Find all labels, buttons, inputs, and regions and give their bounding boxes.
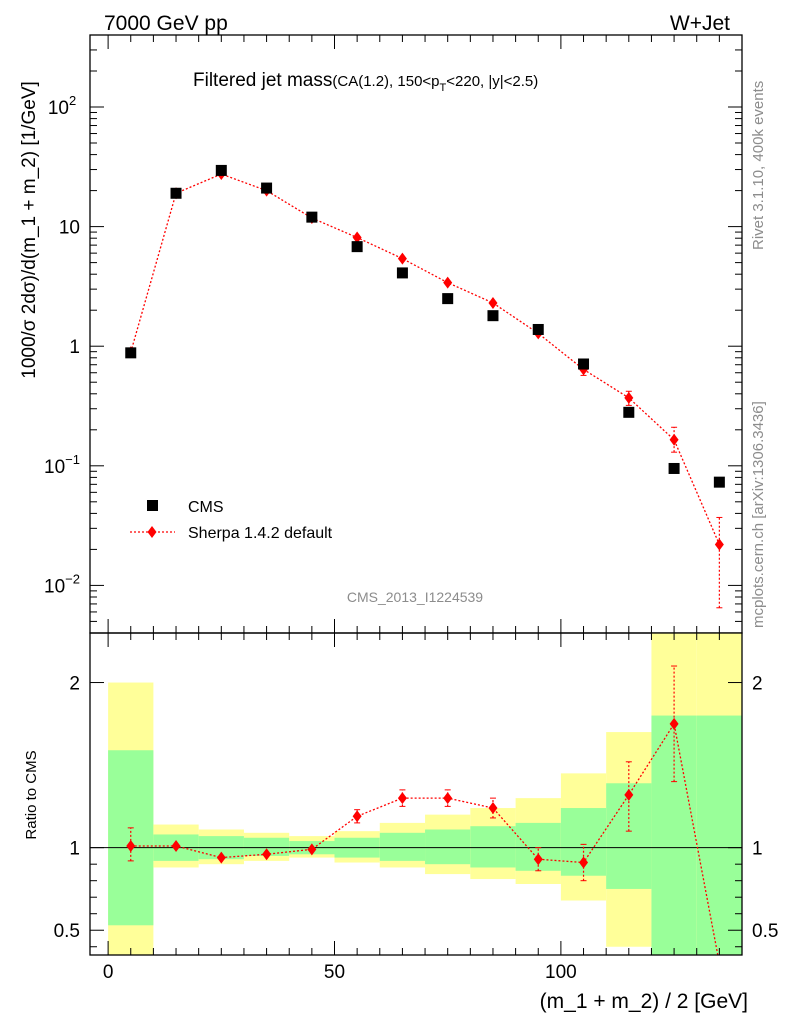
ratio-point <box>171 840 181 853</box>
main-panel: Filtered jet mass(CA(1.2), 150<pT<220, |… <box>19 34 743 634</box>
main-y-tick-label: 10 <box>59 218 80 239</box>
main-frame <box>89 34 743 634</box>
sherpa-point <box>624 391 634 404</box>
main-title: Filtered jet mass(CA(1.2), 150<pT<220, |… <box>193 70 538 94</box>
mcplots-label: mcplots.cern.ch [arXiv:1306.3436] <box>750 401 767 628</box>
ratio-point <box>624 788 634 801</box>
ratio-y-tick-label: 2 <box>69 674 80 695</box>
ratio-bands <box>108 633 742 955</box>
ratio-frame <box>89 632 743 956</box>
cms-point <box>261 182 273 194</box>
cms-point <box>532 323 544 335</box>
ratio-point <box>262 848 272 861</box>
ratio-point <box>352 810 362 823</box>
analysis-id: CMS_2013_I1224539 <box>347 589 483 605</box>
sherpa-point <box>669 433 679 446</box>
ratio-y-tick-label: 0.5 <box>54 921 80 942</box>
cms-point <box>306 211 318 223</box>
cms-point <box>442 293 454 305</box>
legend-cms-label: CMS <box>188 499 224 516</box>
legend: CMS Sherpa 1.4.2 default <box>130 499 333 542</box>
cms-point <box>713 476 725 488</box>
ratio-band-green <box>243 837 290 856</box>
ratio-y-tick-labels-right: 0.5 1 2 <box>752 674 778 943</box>
ratio-series-inner <box>126 665 719 955</box>
ratio-series <box>126 665 719 955</box>
main-y-tick-label: 10−2 <box>44 571 80 597</box>
x-tick-label: 100 <box>545 962 577 983</box>
ratio-band-green <box>470 826 516 868</box>
legend-sherpa-label: Sherpa 1.4.2 default <box>188 525 333 542</box>
header-left: 7000 GeV pp <box>104 12 228 35</box>
ratio-line <box>130 722 719 955</box>
ratio-band-green <box>696 715 742 955</box>
ratio-point <box>397 792 407 805</box>
ratio-panel: 0.5 1 2 0.5 1 2 0 50 100 Ratio to CMS (m_1 + m… <box>23 632 778 1013</box>
ratio-y-tick-label: 1 <box>69 839 80 860</box>
cms-point <box>125 347 137 359</box>
header-right: W+Jet <box>670 12 730 35</box>
ratio-point <box>443 792 453 805</box>
ratio-point <box>533 853 543 866</box>
cms-point <box>668 462 680 474</box>
cms-point <box>578 358 590 370</box>
ratio-y-tick-label: 0.5 <box>752 921 778 942</box>
sherpa-point <box>714 538 724 551</box>
legend-sherpa-marker <box>147 526 157 538</box>
cms-point <box>215 164 227 176</box>
ratio-point <box>216 851 226 864</box>
sherpa-point <box>488 296 498 309</box>
ratio-ylabel: Ratio to CMS <box>23 750 40 839</box>
ratio-y-tick-labels-left: 0.5 1 2 <box>54 674 80 943</box>
sherpa-point <box>443 276 453 289</box>
cms-point <box>396 267 408 279</box>
cms-point <box>351 241 363 253</box>
ratio-band-green <box>606 783 652 889</box>
x-tick-labels: 0 50 100 <box>103 962 577 983</box>
ratio-band-green <box>425 829 471 865</box>
main-y-tick-labels: 10−2 10−1 1 10 102 <box>44 93 80 597</box>
sherpa-point <box>352 231 362 244</box>
rivet-label: Rivet 3.1.10, 400k events <box>750 81 767 250</box>
ratio-band-green <box>108 750 154 926</box>
ratio-point <box>669 717 679 730</box>
x-tick-label: 0 <box>103 962 114 983</box>
ratio-band-green <box>379 832 426 861</box>
main-y-tick-label: 102 <box>48 93 76 119</box>
main-y-tick-label: 10−1 <box>44 452 80 478</box>
x-tick-label: 50 <box>324 962 345 983</box>
cms-point <box>170 187 182 199</box>
legend-cms-marker <box>147 500 158 511</box>
cms-series <box>125 164 725 488</box>
cms-point <box>623 406 635 418</box>
ratio-y-tick-label: 1 <box>752 839 763 860</box>
main-y-tick-label: 1 <box>69 337 80 358</box>
sherpa-point <box>397 252 407 265</box>
ratio-point <box>579 856 589 869</box>
ratio-point <box>488 802 498 815</box>
x-axis-label: (m_1 + m_2) / 2 [GeV] <box>540 990 748 1013</box>
sherpa-line <box>130 173 720 545</box>
ratio-band-green <box>651 715 697 955</box>
cms-point <box>487 310 499 322</box>
ratio-y-tick-label: 2 <box>752 674 763 695</box>
main-ylabel: 1000/σ 2dσ)/d(m_1 + m_2) [1/GeV] <box>19 81 40 379</box>
ratio-point <box>126 840 136 853</box>
main-ticks <box>90 34 743 634</box>
ratio-point <box>307 843 317 856</box>
